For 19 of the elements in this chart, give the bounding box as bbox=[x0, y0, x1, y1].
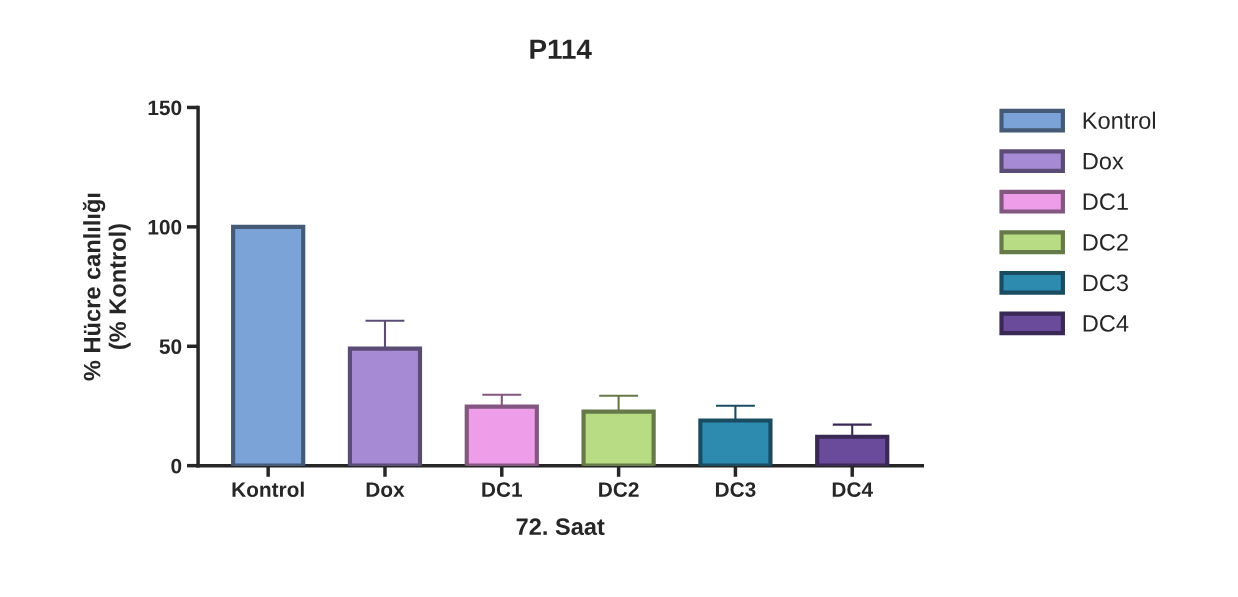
chart-title: P114 bbox=[530, 39, 592, 59]
x-tick-label: Dox bbox=[366, 482, 405, 497]
legend-label: Dox bbox=[1083, 153, 1124, 170]
y-tick-label: 50 bbox=[159, 339, 182, 355]
y-tick-label: 0 bbox=[171, 458, 182, 474]
x-tick-label: DC3 bbox=[715, 482, 756, 497]
x-tick-label: DC2 bbox=[599, 482, 639, 497]
legend-label: Kontrol bbox=[1083, 111, 1156, 129]
x-tick-label: DC1 bbox=[482, 482, 523, 497]
x-tick-label: DC4 bbox=[832, 482, 873, 497]
y-tick-label: 150 bbox=[148, 100, 182, 116]
y-axis-title: % Hücre canlılığı (% Kontrol) bbox=[82, 193, 131, 381]
legend-label: DC2 bbox=[1083, 233, 1128, 251]
y-tick-label: 100 bbox=[148, 219, 182, 235]
legend-label: DC4 bbox=[1083, 315, 1129, 332]
x-axis-title: 72. Saat bbox=[516, 518, 605, 536]
legend-label: DC3 bbox=[1083, 274, 1128, 292]
x-tick-label: Kontrol bbox=[232, 481, 304, 497]
legend-label: DC1 bbox=[1083, 193, 1128, 211]
